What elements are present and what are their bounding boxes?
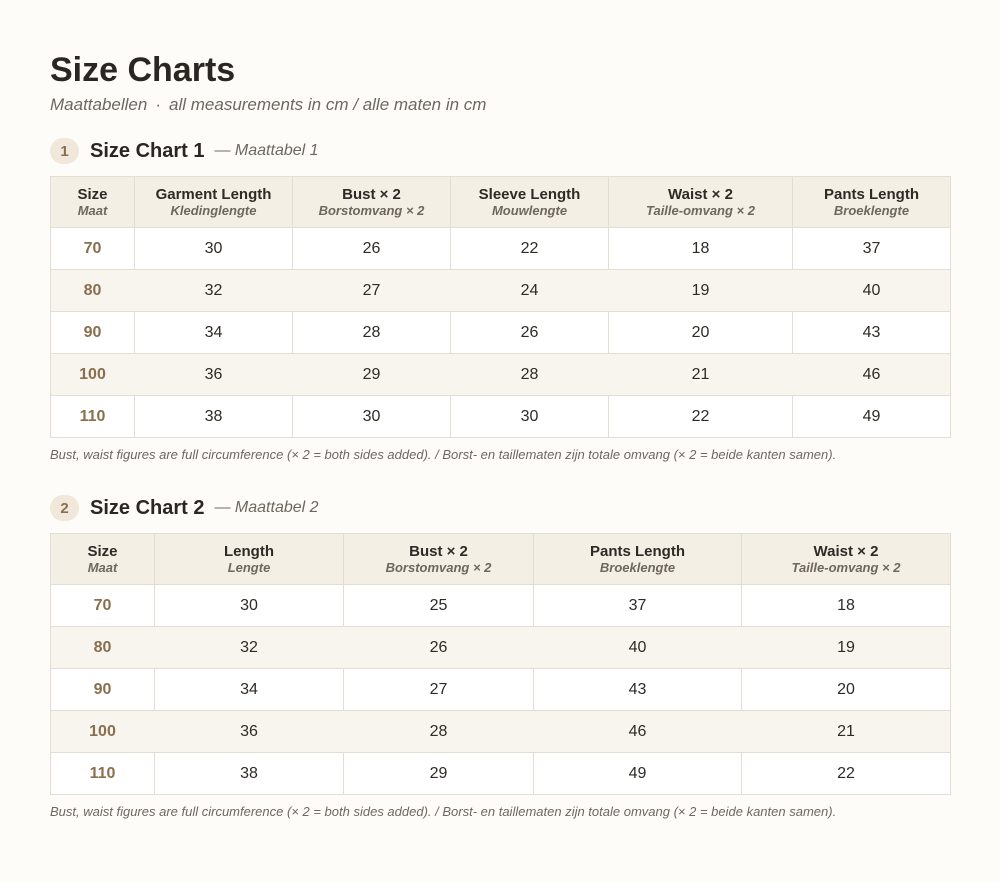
table-cell: 30	[154, 584, 344, 627]
table-cell: 25	[343, 584, 534, 627]
table-cell: 43	[533, 668, 742, 711]
table-cell: 28	[292, 311, 451, 354]
section-title: Size Chart 1	[90, 139, 205, 162]
size-chart-1-section: 1 Size Chart 1 — Maattabel 1 Size Maat Ga…	[50, 137, 951, 463]
table-cell: 38	[134, 395, 293, 438]
size-chart-2-table: Size Maat Length Lengte Bust × 2 Borstomvan…	[50, 533, 951, 795]
table-cell: 46	[533, 710, 742, 753]
column-header: Pants Length Broeklengte	[533, 533, 742, 585]
table-cell: 43	[792, 311, 951, 354]
table-row: 90 34 28 26 20 43	[50, 311, 951, 354]
column-header: Bust × 2 Borstomvang × 2	[292, 176, 451, 228]
table-cell: 24	[450, 269, 609, 312]
table-cell: 37	[792, 227, 951, 270]
table-cell: 21	[741, 710, 951, 753]
table-cell: 49	[533, 752, 742, 795]
table-cell: 37	[533, 584, 742, 627]
section-header: 2 Size Chart 2 — Maattabel 2	[50, 494, 950, 522]
column-header: Sleeve Length Mouwlengte	[450, 176, 609, 228]
table-cell: 32	[134, 269, 293, 312]
column-header: Waist × 2 Taille-omvang × 2	[608, 176, 793, 228]
table-cell: 20	[608, 311, 793, 354]
column-header: Pants Length Broeklengte	[792, 176, 951, 228]
column-header: Length Lengte	[154, 533, 344, 585]
table-cell: 21	[608, 353, 793, 396]
size-cell: 80	[50, 626, 155, 669]
table-cell: 26	[292, 227, 451, 270]
table-row: 70 30 26 22 18 37	[50, 227, 951, 270]
table-cell: 36	[154, 710, 344, 753]
table-cell: 30	[292, 395, 451, 438]
subtitle-primary: Maattabellen	[50, 95, 148, 114]
size-cell: 110	[50, 395, 135, 438]
table-row: 100 36 29 28 21 46	[50, 353, 951, 396]
table-cell: 19	[608, 269, 793, 312]
table-row: 70 30 25 37 18	[50, 584, 951, 627]
table-cell: 22	[741, 752, 951, 795]
table-cell: 19	[741, 626, 951, 669]
table-cell: 30	[134, 227, 293, 270]
table-cell: 20	[741, 668, 951, 711]
size-cell: 90	[50, 311, 135, 354]
size-cell: 70	[50, 227, 135, 270]
column-header: Garment Length Kledinglengte	[134, 176, 293, 228]
table-footnote: Bust, waist figures are full circumferen…	[50, 804, 837, 819]
table-cell: 22	[450, 227, 609, 270]
table-cell: 27	[343, 668, 534, 711]
table-cell: 40	[533, 626, 742, 669]
table-cell: 29	[292, 353, 451, 396]
column-header: Waist × 2 Taille-omvang × 2	[741, 533, 951, 585]
chart-number-badge: 2	[50, 495, 79, 521]
table-cell: 36	[134, 353, 293, 396]
table-cell: 30	[450, 395, 609, 438]
column-header: Size Maat	[50, 176, 135, 228]
size-cell: 90	[50, 668, 155, 711]
table-footnote: Bust, waist figures are full circumferen…	[50, 447, 837, 462]
size-cell: 80	[50, 269, 135, 312]
size-cell: 110	[50, 752, 155, 795]
table-cell: 29	[343, 752, 534, 795]
section-header: 1 Size Chart 1 — Maattabel 1	[50, 137, 950, 165]
size-chart-1-table: Size Maat Garment Length Kledinglengte Bus…	[50, 176, 951, 438]
table-cell: 26	[450, 311, 609, 354]
table-cell: 28	[450, 353, 609, 396]
table-row: 100 36 28 46 21	[50, 710, 951, 753]
size-cell: 100	[50, 710, 155, 753]
size-cell: 70	[50, 584, 155, 627]
section-title: Size Chart 2	[90, 496, 205, 519]
table-cell: 38	[154, 752, 344, 795]
column-header: Bust × 2 Borstomvang × 2	[343, 533, 534, 585]
section-subtitle: — Maattabel 2	[214, 499, 319, 516]
table-header-row: Size Maat Length Lengte Bust × 2 Borstomvan…	[50, 533, 951, 585]
table-cell: 26	[343, 626, 534, 669]
table-cell: 28	[343, 710, 534, 753]
size-charts-page: Size Charts Maattabellen · all measurement…	[50, 50, 951, 819]
table-cell: 34	[134, 311, 293, 354]
size-cell: 100	[50, 353, 135, 396]
table-cell: 22	[608, 395, 793, 438]
table-row: 80 32 26 40 19	[50, 626, 951, 669]
table-cell: 34	[154, 668, 344, 711]
table-cell: 46	[792, 353, 951, 396]
page-title: Size Charts	[50, 51, 236, 89]
section-subtitle: — Maattabel 1	[214, 142, 319, 159]
table-row: 110 38 30 30 22 49	[50, 395, 951, 438]
table-cell: 49	[792, 395, 951, 438]
size-chart-2-section: 2 Size Chart 2 — Maattabel 2 Size Maat Le…	[50, 494, 951, 820]
table-row: 80 32 27 24 19 40	[50, 269, 951, 312]
subtitle-separator: ·	[155, 95, 162, 114]
table-cell: 18	[608, 227, 793, 270]
table-header-row: Size Maat Garment Length Kledinglengte Bus…	[50, 176, 951, 228]
column-header: Size Maat	[50, 533, 155, 585]
page-subtitle: Maattabellen · all measurements in cm / al…	[50, 94, 950, 116]
subtitle-secondary: all measurements in cm / alle maten in c…	[169, 95, 487, 114]
table-row: 90 34 27 43 20	[50, 668, 951, 711]
table-cell: 40	[792, 269, 951, 312]
table-cell: 27	[292, 269, 451, 312]
table-cell: 32	[154, 626, 344, 669]
chart-number-badge: 1	[50, 138, 79, 164]
table-cell: 18	[741, 584, 951, 627]
table-row: 110 38 29 49 22	[50, 752, 951, 795]
